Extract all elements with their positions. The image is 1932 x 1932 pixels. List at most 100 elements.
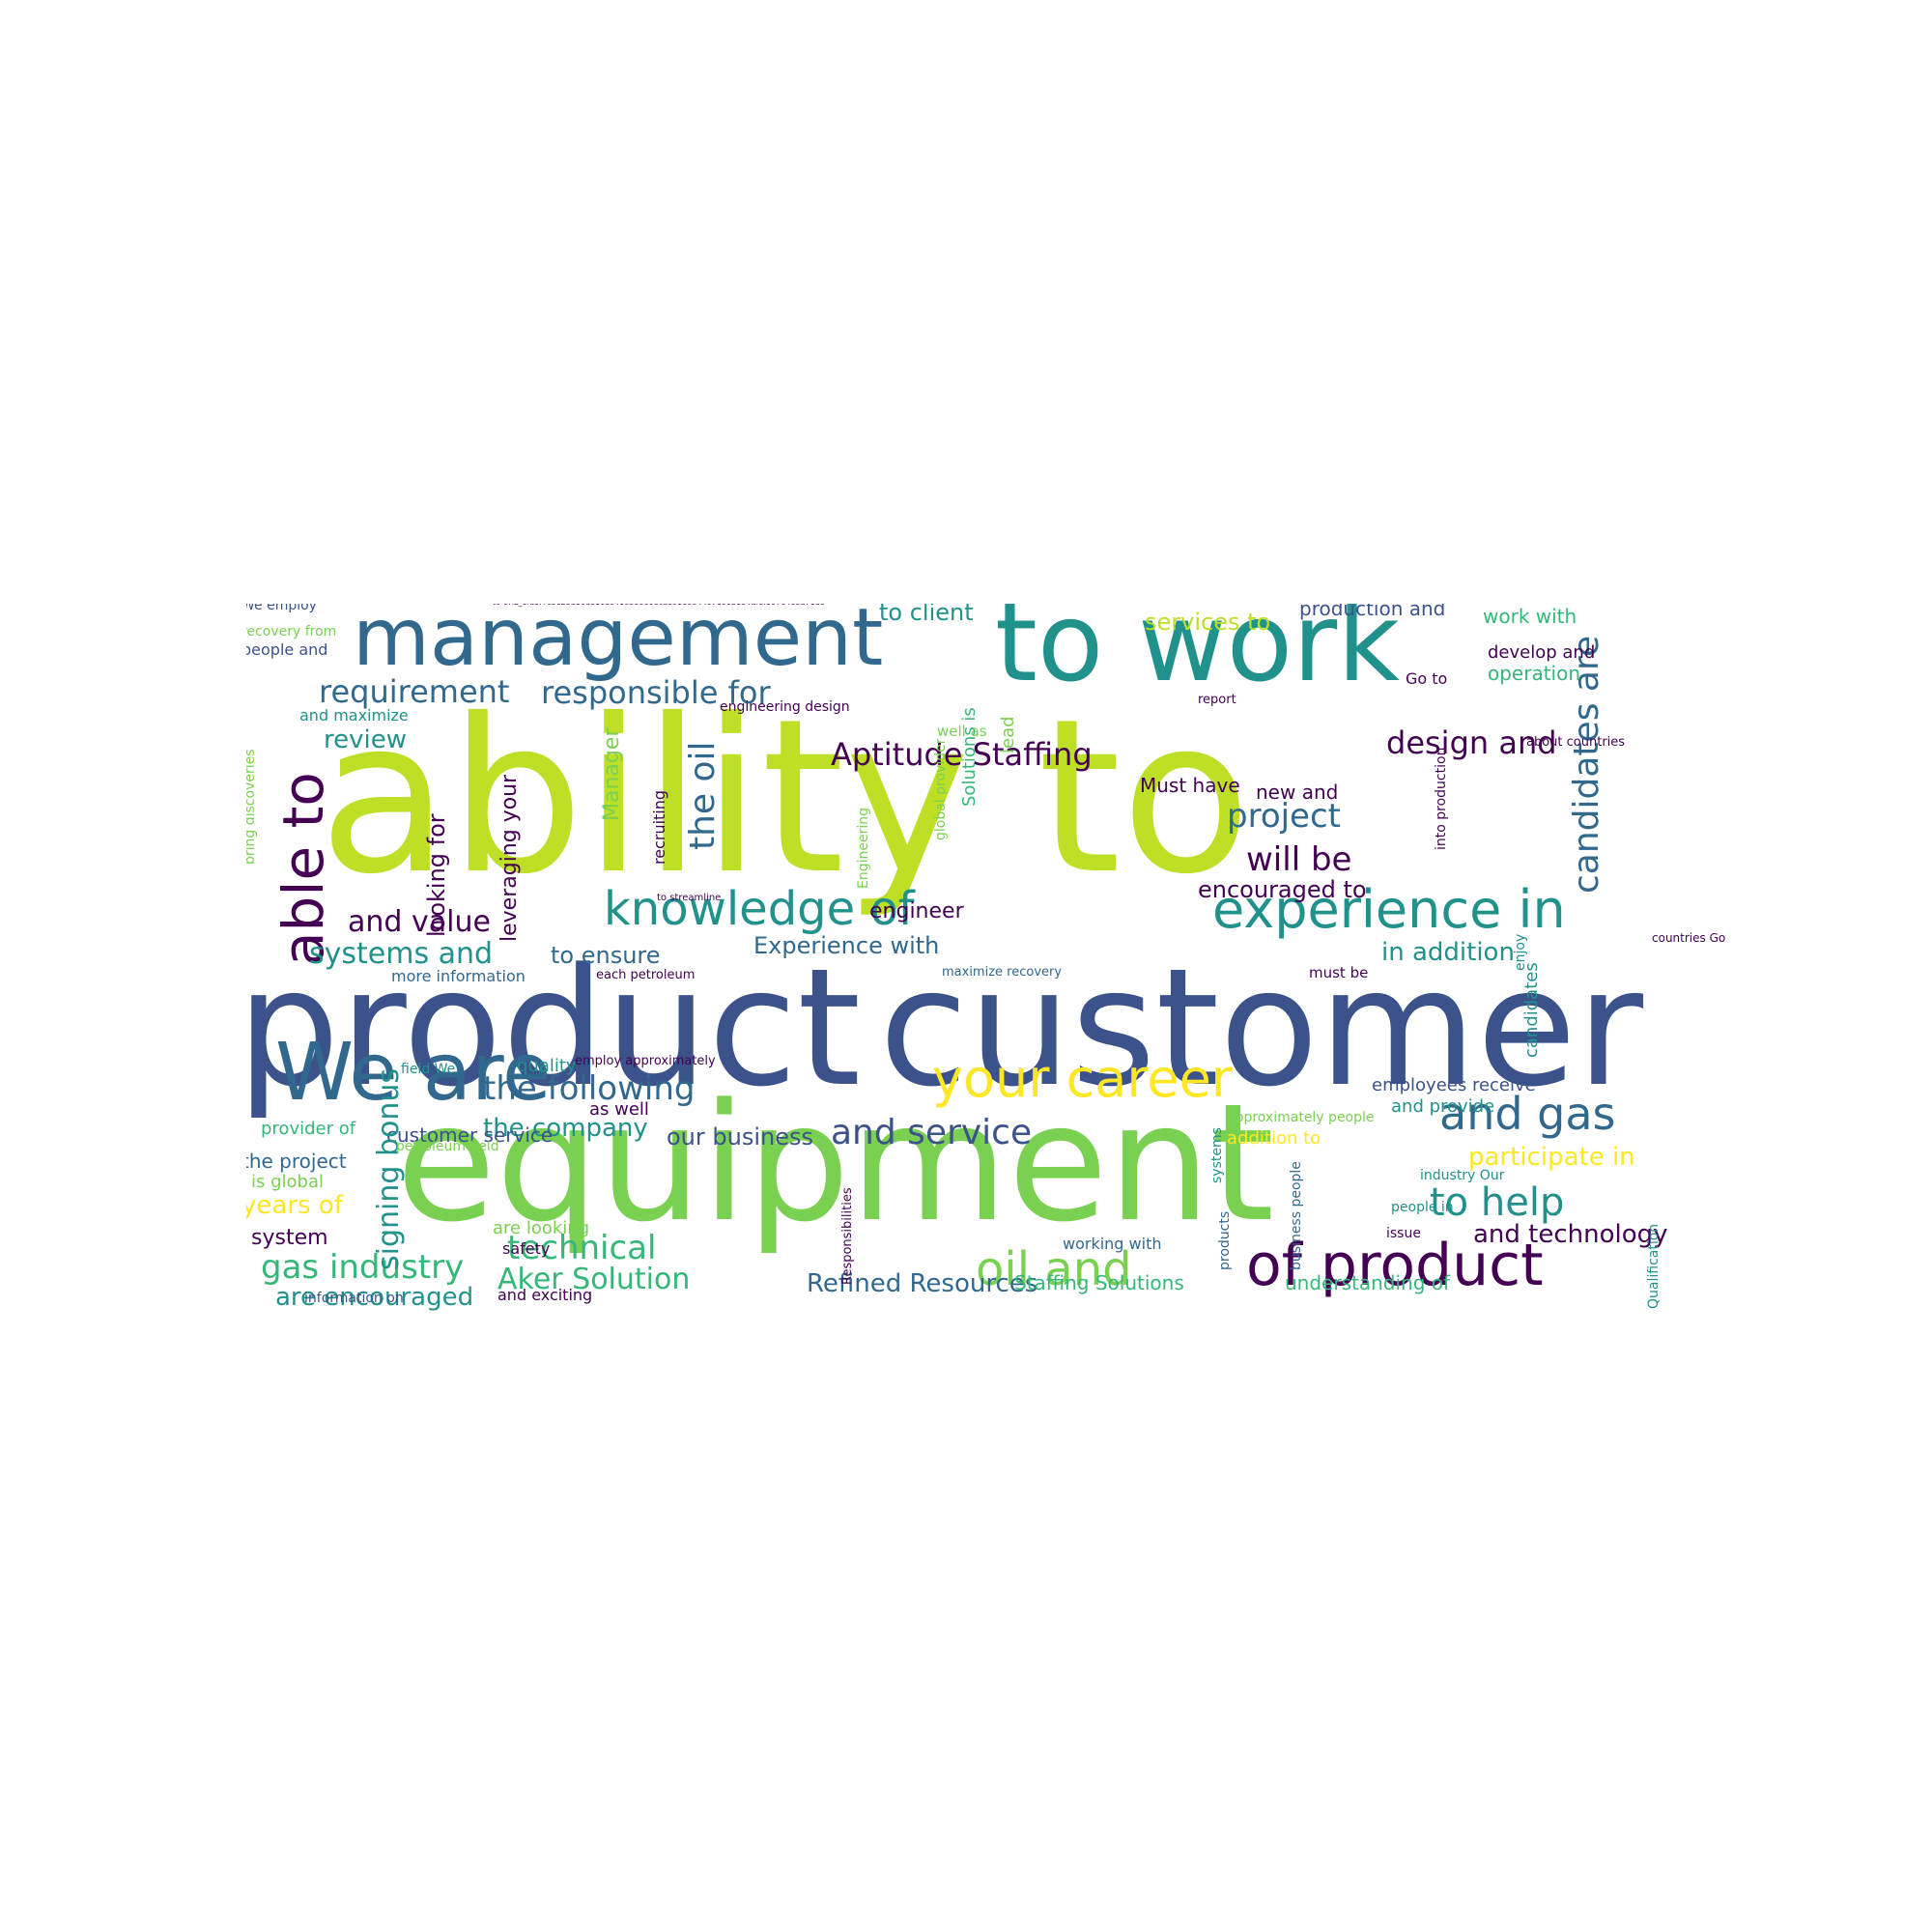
word-years-of: years of bbox=[246, 1191, 343, 1220]
word-new-and: new and bbox=[1256, 781, 1339, 804]
word-equipment: equipment bbox=[396, 1068, 1275, 1258]
word-technical: technical bbox=[507, 1229, 657, 1267]
word-and-maximize: and maximize bbox=[299, 706, 409, 724]
word-countries-go: countries Go bbox=[1652, 931, 1726, 945]
word-addition-to: addition to bbox=[1227, 1128, 1321, 1149]
word-global-provider: global provider bbox=[933, 738, 949, 840]
word-to-help: to help bbox=[1430, 1180, 1565, 1225]
word-encouraged-to: encouraged to bbox=[1198, 876, 1367, 903]
word-lead: lead bbox=[998, 716, 1018, 753]
word-and-provide: and provide bbox=[1391, 1096, 1495, 1117]
word-well-as: well as bbox=[937, 723, 987, 740]
word-staffing-solutions: Staffing Solutions bbox=[1014, 1271, 1184, 1294]
word-enjoy: enjoy bbox=[1513, 933, 1528, 971]
word-must-be: must be bbox=[1309, 964, 1369, 981]
word-cloud: ability to product customer equipment ma… bbox=[246, 604, 1744, 1357]
word-operation: operation bbox=[1488, 662, 1581, 685]
word-your-career: your career bbox=[932, 1048, 1234, 1109]
word-business-people: business people bbox=[1289, 1161, 1304, 1270]
word-products: products bbox=[1217, 1210, 1233, 1270]
word-people-and: people and bbox=[246, 640, 328, 659]
word-to-work: to work bbox=[995, 604, 1401, 706]
word-production-and: production and bbox=[1299, 604, 1446, 620]
word-understanding-of: understanding of bbox=[1285, 1271, 1451, 1294]
word-quality: quality bbox=[517, 1056, 577, 1076]
word-issue: issue bbox=[1386, 1226, 1421, 1241]
word-engineering: Engineering bbox=[856, 808, 871, 889]
word-will-be: will be bbox=[1246, 840, 1352, 879]
word-aptitude-staffing: Aptitude Staffing bbox=[831, 736, 1093, 773]
word-recovery-from: recovery from bbox=[246, 624, 337, 639]
word-the-project: the project bbox=[246, 1150, 347, 1173]
word-ability-to: ability to bbox=[319, 673, 1252, 921]
word-experience-in: experience in bbox=[1212, 879, 1566, 940]
word-looking-for: looking for bbox=[423, 813, 450, 937]
word-leveraging-your: leveraging your bbox=[497, 774, 522, 942]
word-and-technology: and technology bbox=[1473, 1220, 1668, 1249]
word-we-employ: We employ bbox=[246, 604, 317, 613]
word-of-product: of product bbox=[1246, 1232, 1544, 1299]
word-gas-industry: gas industry bbox=[261, 1248, 465, 1287]
word-the-following: the following bbox=[483, 1069, 696, 1108]
word-url-text: to URL_0fa3f7c5e23a16de16a841e368006cae9… bbox=[493, 604, 825, 607]
word-go-to: Go to bbox=[1406, 669, 1448, 688]
word-review: review bbox=[324, 725, 407, 754]
word-manager: Manager bbox=[600, 727, 624, 821]
word-develop-and: develop and bbox=[1488, 642, 1596, 663]
word-services-to: services to bbox=[1145, 609, 1271, 636]
word-management: management bbox=[353, 604, 884, 684]
word-systems-and: systems and bbox=[309, 937, 494, 971]
word-product: product bbox=[246, 933, 862, 1122]
word-are-looking: are looking bbox=[493, 1218, 590, 1238]
word-participate-in: participate in bbox=[1468, 1143, 1635, 1172]
word-more-information: more information bbox=[391, 967, 526, 985]
word-about-countries: about countries bbox=[1526, 735, 1626, 750]
word-each-petroleum: each petroleum bbox=[596, 968, 696, 982]
word-to-streamline: to streamline bbox=[657, 893, 722, 903]
word-responsibilities: Responsibilities bbox=[840, 1187, 855, 1285]
word-maximize-recovery: maximize recovery bbox=[942, 965, 1063, 980]
word-provider-of: provider of bbox=[261, 1119, 356, 1139]
word-requirement: requirement bbox=[319, 673, 510, 710]
word-responsible-for: responsible for bbox=[541, 674, 771, 711]
word-approximately-people: approximately people bbox=[1227, 1110, 1375, 1125]
word-employees-receive: employees receive bbox=[1372, 1075, 1536, 1095]
word-engineering-design: engineering design bbox=[720, 699, 850, 715]
word-our-business: our business bbox=[667, 1123, 813, 1151]
word-work-with: work with bbox=[1483, 605, 1577, 628]
word-system: system bbox=[251, 1226, 328, 1250]
word-petroleum-field: petroleum field bbox=[396, 1139, 499, 1154]
word-people-in: people in bbox=[1391, 1200, 1454, 1215]
word-systems: systems bbox=[1209, 1127, 1225, 1183]
word-signing-bonus: signing bonus bbox=[372, 1067, 406, 1270]
word-safety: safety bbox=[502, 1239, 551, 1258]
word-customer: customer bbox=[879, 933, 1644, 1122]
word-information-on: information on bbox=[304, 1291, 404, 1306]
word-are-encouraged: are encouraged bbox=[275, 1283, 474, 1312]
word-employ-approximately: employ approximately bbox=[575, 1054, 716, 1068]
word-report: report bbox=[1198, 693, 1236, 707]
word-must-have: Must have bbox=[1140, 774, 1240, 797]
word-industry-our: industry Our bbox=[1420, 1168, 1505, 1183]
word-experience-with: Experience with bbox=[753, 932, 940, 959]
word-and-exciting: and exciting bbox=[497, 1286, 593, 1304]
word-and-value: and value bbox=[348, 905, 491, 939]
word-oil-and: oil and bbox=[976, 1242, 1132, 1296]
word-recruiting: recruiting bbox=[650, 789, 668, 865]
word-and-gas: and gas bbox=[1439, 1088, 1616, 1140]
word-design-and: design and bbox=[1386, 724, 1557, 761]
word-in-addition: in addition bbox=[1381, 938, 1515, 967]
word-as-well: as well bbox=[589, 1099, 649, 1120]
word-knowledge-of: knowledge of bbox=[604, 882, 915, 936]
word-solutions-is: Solutions is bbox=[959, 707, 980, 807]
word-qualification: Qualification bbox=[1646, 1223, 1662, 1309]
word-and-service: and service bbox=[831, 1113, 1033, 1152]
word-candidates: candidates bbox=[1521, 962, 1542, 1058]
word-refined-resources: Refined Resources bbox=[807, 1269, 1038, 1298]
word-working-with: working with bbox=[1063, 1235, 1162, 1253]
word-the-company: the company bbox=[483, 1114, 648, 1143]
word-aker-solution: Aker Solution bbox=[497, 1263, 691, 1296]
word-field-we: field We bbox=[401, 1062, 456, 1077]
word-to-client: to client bbox=[879, 604, 974, 626]
word-bring-discoveries: bring discoveries bbox=[246, 749, 258, 865]
